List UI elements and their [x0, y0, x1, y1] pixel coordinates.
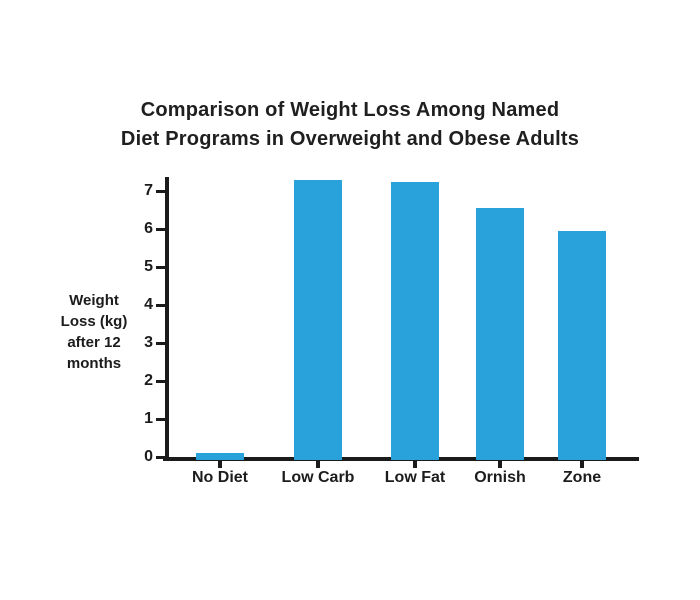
y-tick-label-2: 2: [144, 372, 153, 389]
x-tick-low-carb: [316, 461, 320, 468]
y-tick-6: [156, 227, 165, 231]
bar-low-carb: [294, 179, 342, 460]
x-axis-category-label-ornish: Ornish: [474, 469, 526, 486]
y-tick-label-0: 0: [144, 448, 153, 465]
x-axis-category-label-zone: Zone: [562, 469, 602, 486]
x-tick-ornish: [498, 461, 502, 468]
y-tick-5: [156, 265, 165, 269]
y-tick-label-3: 3: [144, 334, 153, 351]
y-axis-label-line: months: [66, 355, 122, 372]
x-axis-category-label-low-carb: Low Carb: [281, 469, 355, 486]
bar-no-diet: [196, 453, 244, 460]
y-axis-label-line: Loss (kg): [60, 313, 128, 330]
y-tick-label-1: 1: [144, 410, 153, 427]
y-tick-1: [156, 417, 165, 421]
y-tick-0: [156, 455, 165, 459]
x-tick-low-fat: [413, 461, 417, 468]
y-axis-label: Weight Loss (kg) after 12 months: [34, 290, 154, 374]
y-tick-7: [156, 189, 165, 193]
y-tick-label-5: 5: [144, 258, 153, 275]
chart-title: Comparison of Weight Loss Among Named Di…: [0, 96, 700, 154]
y-tick-4: [156, 303, 165, 307]
y-tick-label-6: 6: [144, 220, 153, 237]
y-tick-2: [156, 379, 165, 383]
y-axis-label-line: Weight: [69, 292, 119, 309]
y-tick-label-7: 7: [144, 182, 153, 199]
y-tick-label-4: 4: [144, 296, 153, 313]
bar-ornish: [476, 208, 524, 460]
y-axis-line: [165, 177, 169, 461]
bar-low-fat: [391, 181, 439, 460]
y-axis-label-line: after 12: [67, 334, 121, 351]
x-tick-no-diet: [218, 461, 222, 468]
bar-zone: [558, 230, 606, 460]
x-axis-category-label-no-diet: No Diet: [192, 469, 248, 486]
x-axis-category-label-low-fat: Low Fat: [384, 469, 446, 486]
y-tick-3: [156, 341, 165, 345]
chart-title-line-1: Comparison of Weight Loss Among Named: [140, 99, 560, 121]
chart-title-line-2: Diet Programs in Overweight and Obese Ad…: [120, 128, 580, 150]
x-tick-zone: [580, 461, 584, 468]
